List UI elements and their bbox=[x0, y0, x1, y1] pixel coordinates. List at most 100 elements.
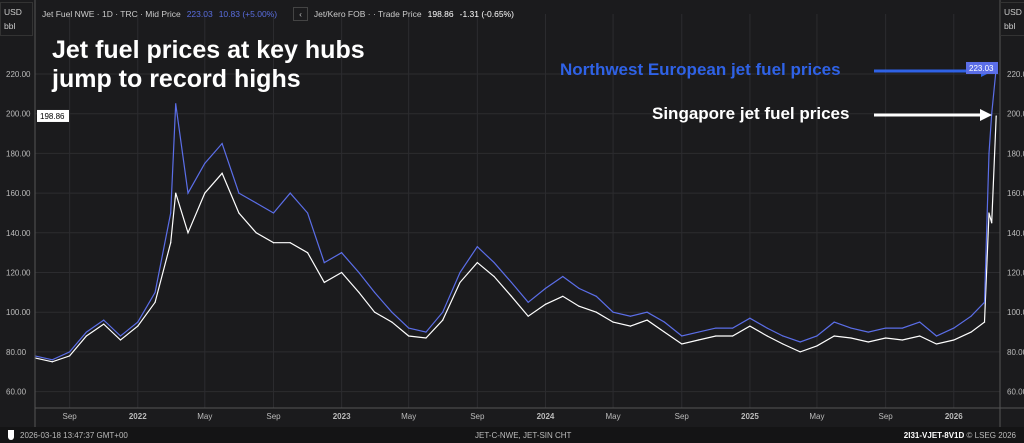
data-point bbox=[935, 335, 938, 337]
series2-value: 198.86 bbox=[427, 9, 454, 19]
data-point bbox=[527, 301, 529, 303]
series2-change: -1.31 (-0.65%) bbox=[459, 9, 514, 19]
data-point bbox=[663, 331, 666, 333]
data-point bbox=[69, 355, 71, 357]
data-point bbox=[103, 323, 105, 325]
copyright: © LSEG 2026 bbox=[966, 430, 1016, 440]
left-unit-selector[interactable]: USD bbl bbox=[0, 2, 33, 36]
data-point bbox=[995, 115, 997, 117]
data-point bbox=[51, 361, 53, 363]
bookmark-icon[interactable] bbox=[8, 430, 14, 440]
data-point bbox=[935, 343, 938, 345]
x-tick-label: Sep bbox=[63, 412, 78, 421]
right-unit: bbl bbox=[1004, 21, 1016, 31]
collapse-chevron-icon[interactable]: ‹ bbox=[293, 7, 308, 21]
right-unit-selector[interactable]: USD bbl bbox=[1000, 2, 1024, 36]
data-point bbox=[595, 295, 597, 297]
data-point bbox=[799, 341, 801, 343]
data-point bbox=[341, 271, 343, 274]
headline-line2: jump to record highs bbox=[52, 65, 301, 93]
data-point bbox=[749, 325, 751, 327]
data-point bbox=[646, 319, 648, 321]
data-point bbox=[51, 359, 53, 361]
data-point bbox=[629, 325, 631, 327]
data-point bbox=[991, 222, 993, 224]
data-point bbox=[306, 212, 309, 214]
x-tick-label: 2025 bbox=[741, 412, 759, 421]
data-point bbox=[408, 335, 410, 337]
right-axis: 60.00 80.00 100.00 120.00 140.00 160.00 180.00… bbox=[1007, 70, 1024, 397]
data-point bbox=[562, 275, 564, 278]
data-point bbox=[867, 341, 869, 343]
data-point bbox=[953, 327, 955, 329]
data-point bbox=[358, 291, 360, 293]
sin-annotation: Singapore jet fuel prices bbox=[652, 104, 850, 123]
data-point bbox=[175, 103, 177, 105]
x-tick-label: 2022 bbox=[129, 412, 147, 421]
data-point bbox=[612, 321, 614, 323]
data-point bbox=[373, 291, 376, 293]
left-currency: USD bbox=[4, 7, 22, 17]
data-point bbox=[833, 321, 835, 323]
data-point bbox=[629, 315, 631, 317]
data-point bbox=[408, 327, 410, 329]
data-point bbox=[953, 339, 955, 341]
y-tick-label: 200.00 bbox=[6, 110, 31, 119]
data-point bbox=[323, 281, 325, 284]
data-point bbox=[425, 337, 427, 339]
data-point bbox=[119, 339, 122, 341]
data-point bbox=[970, 315, 972, 317]
data-point bbox=[204, 192, 206, 194]
data-point bbox=[983, 301, 986, 303]
series1-label[interactable]: Jet Fuel NWE · 1D · TRC · Mid Price bbox=[42, 9, 181, 19]
y-tick-label: 160.00 bbox=[6, 189, 31, 198]
y-tick-label: 120.00 bbox=[6, 269, 31, 278]
x-tick-label: 2024 bbox=[537, 412, 555, 421]
right-price-marker-label: 223.03 bbox=[969, 64, 994, 73]
left-axis: 60.00 80.00 100.00 120.00 140.00 160.00 180.00… bbox=[6, 70, 31, 397]
data-point bbox=[85, 335, 87, 337]
data-point bbox=[850, 337, 852, 339]
data-point bbox=[697, 339, 700, 341]
data-point bbox=[901, 339, 903, 341]
data-point bbox=[510, 295, 513, 297]
data-point bbox=[187, 192, 189, 194]
data-point bbox=[358, 271, 360, 274]
left-price-marker-label: 198.86 bbox=[40, 112, 65, 121]
left-unit: bbl bbox=[4, 21, 16, 31]
data-point bbox=[493, 275, 495, 278]
x-tick-label: May bbox=[809, 412, 824, 421]
data-point bbox=[170, 212, 172, 214]
x-axis: Sep 2022 May Sep 2023 May Sep 2024 May Sep 2025 May… bbox=[63, 412, 964, 421]
data-point bbox=[137, 321, 139, 323]
data-point bbox=[663, 321, 666, 323]
data-point bbox=[749, 317, 751, 319]
data-point bbox=[901, 327, 903, 329]
x-tick-label: Sep bbox=[266, 412, 281, 421]
data-point bbox=[816, 345, 818, 347]
right-price-marker bbox=[966, 61, 998, 74]
data-point bbox=[425, 331, 427, 333]
y-tick-label: 200.00 bbox=[1007, 110, 1024, 119]
data-point bbox=[238, 212, 240, 214]
y-tick-label: 120.00 bbox=[1007, 269, 1024, 278]
x-tick-label: 2023 bbox=[333, 412, 351, 421]
data-point bbox=[289, 192, 291, 194]
chart-code: 2I31-VJET-8V1D bbox=[903, 430, 965, 440]
x-tick-label: Sep bbox=[879, 412, 894, 421]
data-point bbox=[991, 113, 993, 115]
data-point bbox=[715, 335, 717, 337]
data-point bbox=[816, 335, 818, 337]
data-point bbox=[476, 246, 478, 248]
data-point bbox=[681, 335, 683, 337]
data-point bbox=[731, 327, 734, 329]
data-point bbox=[154, 301, 156, 303]
series1-value: 223.03 bbox=[186, 9, 213, 19]
series2-label[interactable]: Jet/Kero FOB · · Trade Price bbox=[313, 9, 422, 19]
y-tick-label: 160.00 bbox=[1007, 189, 1024, 198]
price-markers: 198.86 223.03 bbox=[37, 61, 998, 122]
headline-line1: Jet fuel prices at key hubs bbox=[52, 36, 365, 64]
data-point bbox=[493, 261, 495, 264]
left-price-marker bbox=[37, 109, 69, 122]
data-point bbox=[646, 311, 648, 313]
